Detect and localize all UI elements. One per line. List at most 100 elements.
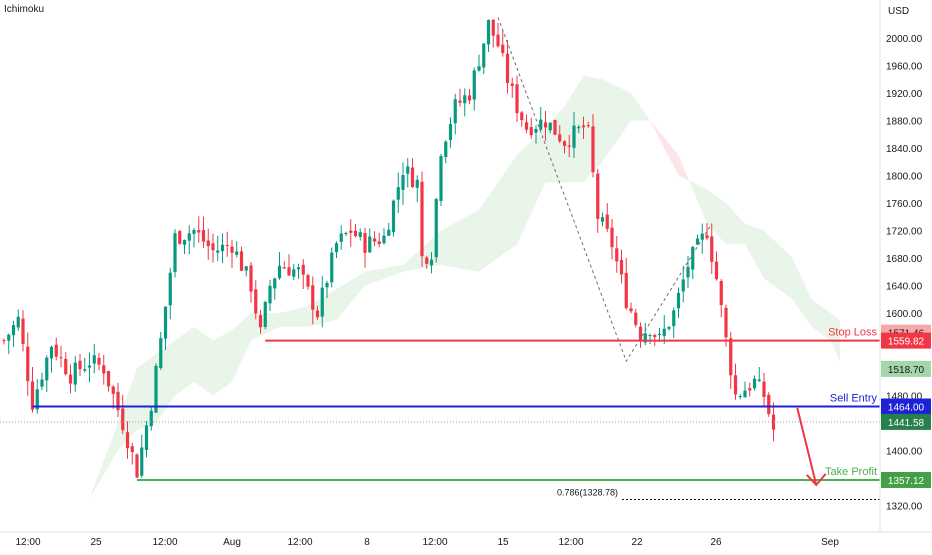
indicator-label: Ichimoku bbox=[4, 4, 45, 15]
candle bbox=[102, 354, 106, 385]
cloud-segment bbox=[612, 83, 617, 148]
candle bbox=[173, 229, 177, 278]
candle bbox=[287, 254, 291, 276]
cloud-segment bbox=[355, 274, 361, 297]
candle-body bbox=[2, 340, 6, 342]
candle bbox=[377, 232, 381, 248]
cloud-segment bbox=[474, 209, 479, 272]
candle bbox=[59, 345, 63, 368]
cloud-segment bbox=[559, 106, 565, 183]
candle bbox=[762, 372, 766, 407]
candle bbox=[339, 225, 343, 250]
candle-body bbox=[529, 127, 533, 136]
candle bbox=[567, 134, 571, 158]
candle-body bbox=[40, 379, 44, 387]
candle-body bbox=[230, 246, 234, 253]
candle bbox=[610, 219, 614, 260]
candle bbox=[472, 67, 476, 111]
cloud-segment bbox=[127, 381, 133, 441]
cloud-segment bbox=[806, 288, 812, 327]
price-tag-text: 1357.12 bbox=[888, 476, 925, 487]
cloud-segment bbox=[327, 291, 332, 323]
cloud-segment bbox=[94, 473, 99, 491]
candle bbox=[672, 307, 676, 339]
candle bbox=[334, 241, 339, 259]
candle-body bbox=[605, 214, 609, 229]
candle bbox=[691, 245, 695, 280]
cloud-segment bbox=[270, 313, 275, 332]
candle-body bbox=[396, 187, 400, 200]
cloud-segment bbox=[369, 270, 375, 284]
x-tick-label: 22 bbox=[631, 537, 643, 548]
cloud-segment bbox=[545, 122, 551, 183]
candle-body bbox=[83, 369, 87, 371]
cloud-segment bbox=[236, 321, 242, 372]
candle bbox=[629, 302, 633, 314]
candle-body bbox=[325, 282, 329, 288]
candle bbox=[572, 112, 576, 158]
candle bbox=[501, 30, 505, 57]
candle bbox=[415, 175, 419, 203]
y-tick-label: 1960.00 bbox=[886, 62, 923, 73]
candle-body bbox=[615, 248, 619, 262]
forecast-arrow-head bbox=[806, 473, 827, 487]
candle bbox=[206, 228, 210, 260]
candle bbox=[358, 228, 362, 241]
candle-body bbox=[168, 272, 172, 306]
x-tick-label: 12:00 bbox=[152, 537, 177, 548]
candle bbox=[73, 356, 77, 393]
fib-label: 0.786(1328.78) bbox=[557, 487, 618, 497]
cloud-segment bbox=[578, 75, 584, 183]
cloud-segment bbox=[569, 91, 574, 183]
price-tag-text: 1559.82 bbox=[888, 337, 925, 348]
candle bbox=[182, 239, 187, 254]
candle bbox=[425, 255, 429, 269]
candle-body bbox=[406, 166, 410, 174]
candle bbox=[662, 315, 666, 344]
candle bbox=[320, 275, 324, 328]
candle-body bbox=[729, 338, 733, 376]
candle-body bbox=[491, 19, 495, 36]
candle bbox=[92, 343, 96, 374]
candle-body bbox=[586, 125, 590, 127]
candle bbox=[586, 121, 590, 128]
cloud-segment bbox=[365, 270, 370, 286]
cloud-segment bbox=[388, 266, 394, 277]
cloud-segment bbox=[711, 192, 717, 234]
trend-line bbox=[497, 17, 713, 363]
cloud-segment bbox=[441, 227, 446, 266]
candle-body bbox=[463, 95, 467, 104]
candle-body bbox=[35, 389, 39, 410]
candle bbox=[97, 352, 101, 371]
cloud-segment bbox=[759, 228, 764, 279]
y-tick-label: 2000.00 bbox=[886, 34, 923, 45]
candle bbox=[648, 333, 652, 345]
candle-body bbox=[30, 381, 35, 410]
candle-body bbox=[330, 252, 334, 283]
candle-body bbox=[121, 408, 125, 431]
level-label: Take Profit bbox=[825, 466, 877, 478]
cloud-segment bbox=[141, 361, 147, 429]
cloud-segment bbox=[597, 78, 603, 167]
cloud-segment bbox=[493, 182, 498, 262]
candle bbox=[748, 382, 752, 397]
cloud-segment bbox=[745, 223, 750, 253]
candle-body bbox=[16, 316, 20, 328]
candle bbox=[140, 434, 144, 478]
candle-body bbox=[292, 269, 296, 277]
cloud-segment bbox=[654, 126, 660, 139]
candle bbox=[548, 122, 552, 134]
candle bbox=[68, 364, 73, 394]
cloud-segment bbox=[816, 302, 821, 334]
candle bbox=[154, 363, 158, 413]
price-tag-bg bbox=[881, 413, 931, 430]
candle-body bbox=[235, 251, 239, 255]
level-label: Sell Entry bbox=[830, 393, 878, 405]
candle bbox=[292, 264, 296, 281]
cloud-segment bbox=[460, 217, 465, 270]
cloud-segment bbox=[360, 271, 365, 292]
candle-body bbox=[757, 379, 761, 382]
cloud-segment bbox=[379, 268, 384, 281]
